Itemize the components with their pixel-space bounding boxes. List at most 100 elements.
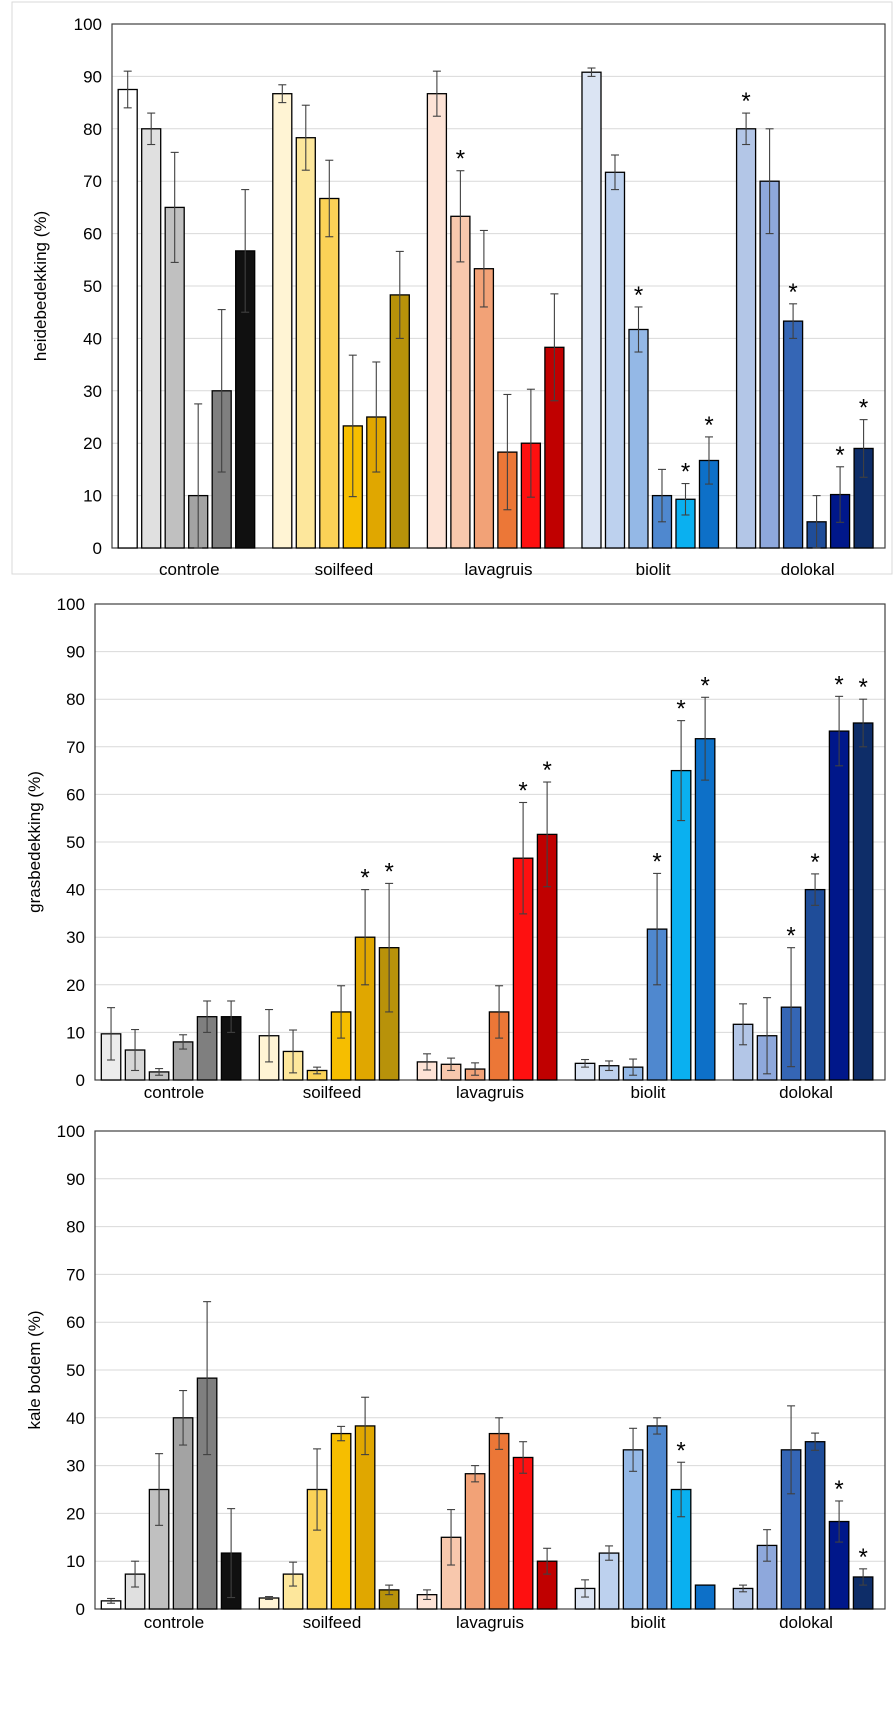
significance-asterisk: * <box>384 858 393 885</box>
significance-asterisk: * <box>788 279 797 306</box>
bar-biolit-6 <box>694 1584 716 1610</box>
y-tick-label: 90 <box>83 67 102 86</box>
y-axis-title: grasbedekking (%) <box>25 771 44 913</box>
x-category-label: lavagruis <box>464 560 532 579</box>
bar-soilfeed-2 <box>295 137 316 549</box>
significance-asterisk: * <box>834 671 843 698</box>
significance-asterisk: * <box>834 1476 843 1503</box>
significance-asterisk: * <box>518 777 527 804</box>
bar-lavagruis-2 <box>450 215 471 549</box>
bar-controle-4 <box>172 1417 194 1610</box>
significance-asterisk: * <box>681 459 690 486</box>
bar-biolit-1 <box>581 71 602 549</box>
y-tick-label: 40 <box>66 881 85 900</box>
significance-asterisk: * <box>700 672 709 699</box>
y-tick-label: 80 <box>66 1218 85 1237</box>
x-category-label: dolokal <box>779 1083 833 1102</box>
y-tick-label: 20 <box>66 1504 85 1523</box>
y-tick-label: 70 <box>66 738 85 757</box>
bar-biolit-6 <box>694 738 716 1081</box>
bar-dolokal-2 <box>759 180 780 549</box>
bar-biolit-2 <box>604 171 626 549</box>
y-tick-label: 70 <box>83 172 102 191</box>
chart-panel-heidebedekking: 0 10 20 30 40 50 60 70 80 90 100 heidebedekking (%)… <box>11 1 893 579</box>
x-category-label: controle <box>144 1083 204 1102</box>
x-category-label: soilfeed <box>315 560 374 579</box>
bar-controle-2 <box>141 128 162 549</box>
significance-asterisk: * <box>704 412 713 439</box>
y-tick-label: 80 <box>66 690 85 709</box>
bar-biolit-3 <box>622 1449 644 1610</box>
bar-dolokal-3 <box>782 320 804 549</box>
significance-asterisk: * <box>676 696 685 723</box>
x-category-label: soilfeed <box>303 1613 362 1632</box>
bar-lavagruis-4 <box>488 1432 510 1610</box>
chart-outer-frame <box>11 1 893 575</box>
y-tick-label: 0 <box>93 539 102 558</box>
y-tick-label: 100 <box>74 15 102 34</box>
y-tick-label: 50 <box>83 277 102 296</box>
y-tick-label: 60 <box>66 1313 85 1332</box>
significance-asterisk: * <box>456 146 465 173</box>
y-tick-label: 0 <box>76 1600 85 1619</box>
significance-asterisk: * <box>676 1437 685 1464</box>
x-category-label: lavagruis <box>456 1083 524 1102</box>
bar-lavagruis-3 <box>473 268 495 549</box>
y-tick-label: 10 <box>66 1023 85 1042</box>
chart-panel-kale-bodem: 0 10 20 30 40 50 60 70 80 90 100 kale bodem (%) cont… <box>25 1122 886 1632</box>
y-tick-label: 30 <box>66 1457 85 1476</box>
y-axis-title: heidebedekking (%) <box>31 211 50 361</box>
x-category-label: dolokal <box>781 560 835 579</box>
bar-soilfeed-1 <box>272 93 293 549</box>
bar-soilfeed-3 <box>319 197 340 549</box>
y-tick-label: 100 <box>57 1122 85 1141</box>
bar-lavagruis-3 <box>464 1473 486 1610</box>
significance-asterisk: * <box>858 1544 867 1571</box>
bar-dolokal-6 <box>852 722 874 1081</box>
y-tick-label: 60 <box>66 785 85 804</box>
y-tick-label: 80 <box>83 120 102 139</box>
x-category-label: biolit <box>631 1613 666 1632</box>
x-category-label: soilfeed <box>303 1083 362 1102</box>
significance-asterisk: * <box>360 865 369 892</box>
bar-dolokal-1 <box>735 128 757 549</box>
x-category-label: controle <box>144 1613 204 1632</box>
significance-asterisk: * <box>786 923 795 950</box>
y-tick-label: 0 <box>76 1071 85 1090</box>
x-category-label: biolit <box>636 560 671 579</box>
x-category-label: dolokal <box>779 1613 833 1632</box>
x-category-label: controle <box>159 560 219 579</box>
y-axis-title: kale bodem (%) <box>25 1310 44 1429</box>
significance-asterisk: * <box>835 442 844 469</box>
bar-dolokal-4 <box>804 888 826 1081</box>
significance-asterisk: * <box>542 757 551 784</box>
bar-dolokal-4 <box>804 1441 826 1610</box>
significance-asterisk: * <box>858 674 867 701</box>
y-tick-label: 20 <box>66 976 85 995</box>
significance-asterisk: * <box>859 395 868 422</box>
bar-soilfeed-4 <box>330 1432 352 1610</box>
y-tick-label: 30 <box>66 928 85 947</box>
bar-biolit-2 <box>598 1552 620 1610</box>
bar-lavagruis-1 <box>426 93 448 549</box>
bar-biolit-3 <box>628 328 649 549</box>
y-tick-label: 70 <box>66 1265 85 1284</box>
y-tick-label: 30 <box>83 382 102 401</box>
y-tick-label: 60 <box>83 225 102 244</box>
y-tick-label: 10 <box>83 487 102 506</box>
bar-biolit-4 <box>646 1425 668 1610</box>
bar-lavagruis-5 <box>512 1456 534 1610</box>
y-tick-label: 100 <box>57 595 85 614</box>
bar-dolokal-5 <box>828 730 850 1081</box>
significance-asterisk: * <box>634 282 643 309</box>
significance-asterisk: * <box>810 849 819 876</box>
y-tick-label: 40 <box>83 329 102 348</box>
y-tick-label: 40 <box>66 1409 85 1428</box>
bar-controle-1 <box>117 88 138 549</box>
y-tick-label: 90 <box>66 643 85 662</box>
x-category-label: lavagruis <box>456 1613 524 1632</box>
y-tick-label: 50 <box>66 833 85 852</box>
x-category-label: biolit <box>631 1083 666 1102</box>
y-tick-label: 50 <box>66 1361 85 1380</box>
significance-asterisk: * <box>652 848 661 875</box>
